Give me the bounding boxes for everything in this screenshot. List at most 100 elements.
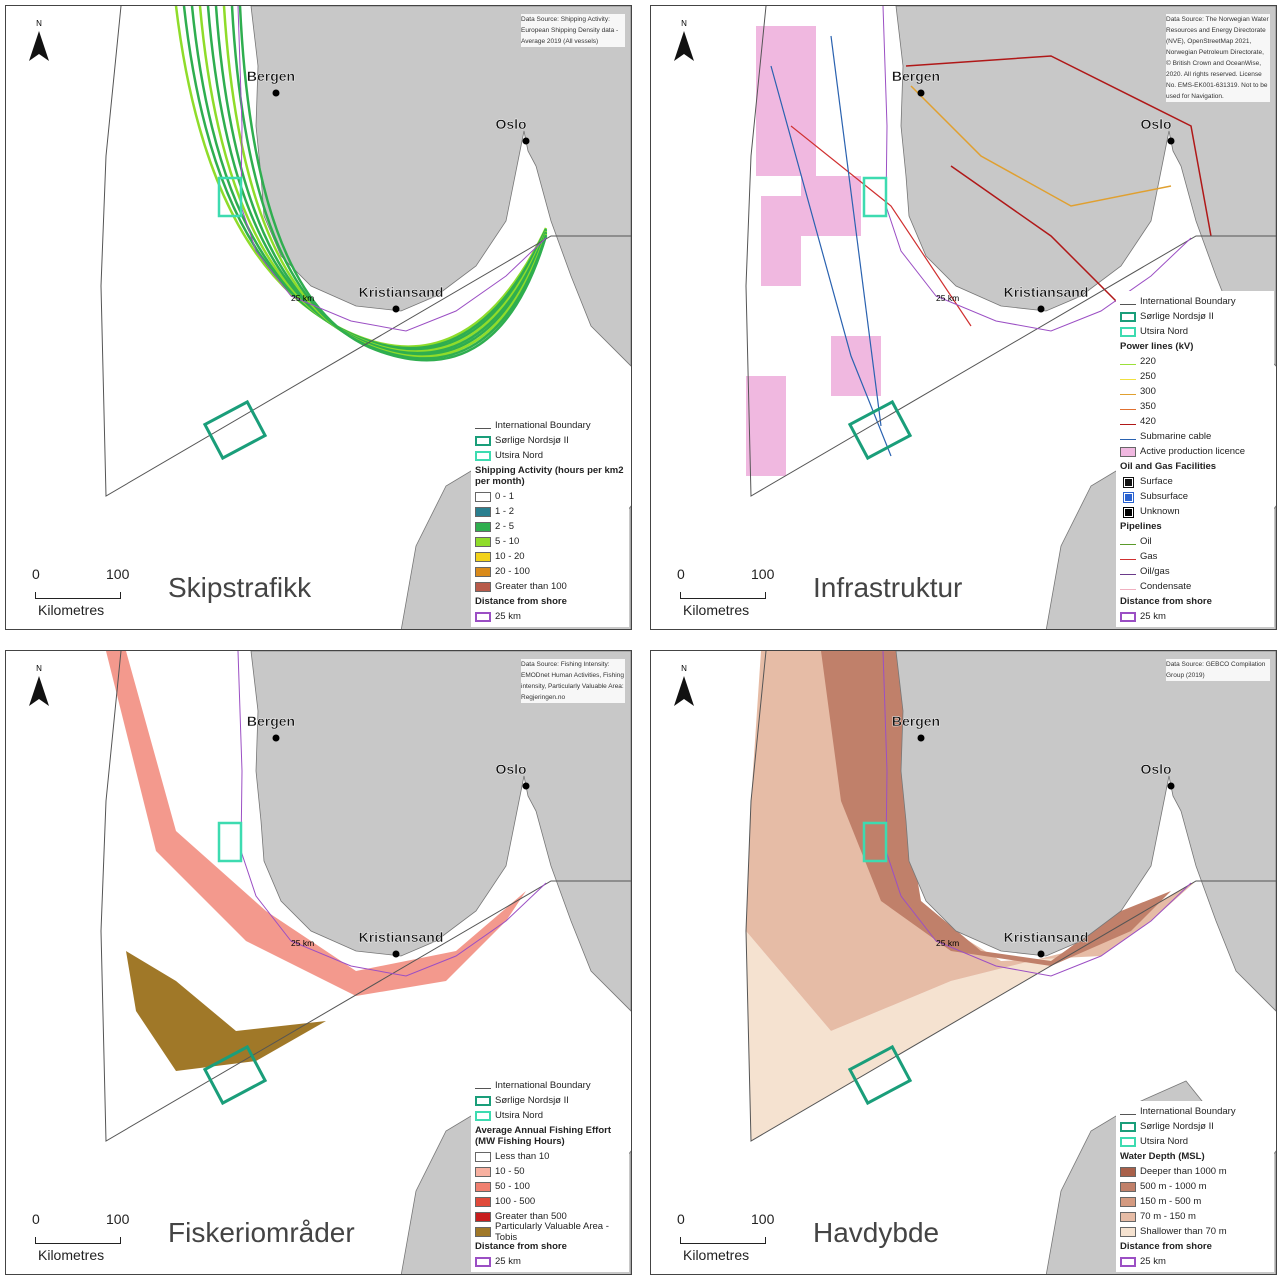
tobis-area	[126, 951, 326, 1071]
legend-label: 350	[1140, 401, 1156, 412]
legend-label: 5 - 10	[495, 536, 519, 547]
city-dot	[523, 783, 530, 790]
north-label: N	[681, 664, 687, 673]
legend-label: 70 m - 150 m	[1140, 1211, 1196, 1222]
city-label: Kristiansand	[1004, 929, 1089, 945]
legend-item: 500 m - 1000 m	[1120, 1179, 1270, 1194]
legend-symbol	[475, 436, 491, 446]
city-label: Oslo	[1140, 761, 1171, 777]
legend-item: Unknown	[1120, 504, 1270, 519]
legend-label: Utsira Nord	[1140, 326, 1188, 337]
city-label: Kristiansand	[1004, 284, 1089, 300]
city-label: Kristiansand	[359, 284, 444, 300]
legend-item: 350	[1120, 399, 1270, 414]
legend-symbol	[475, 522, 491, 532]
legend-heading: Distance from shore	[475, 1241, 625, 1252]
scale-line	[680, 1237, 766, 1244]
legend-label: 0 - 1	[495, 491, 514, 502]
data-source: Data Source: The Norwegian Water Resourc…	[1166, 14, 1270, 102]
legend-label: International Boundary	[1140, 1106, 1236, 1117]
legend-label: Deeper than 1000 m	[1140, 1166, 1227, 1177]
scale-unit: Kilometres	[38, 602, 104, 618]
legend-item: International Boundary	[475, 418, 625, 433]
legend-item: International Boundary	[1120, 294, 1270, 309]
legend-label: Oil/gas	[1140, 566, 1170, 577]
legend-item: 220	[1120, 354, 1270, 369]
legend-symbol	[475, 1111, 491, 1121]
licence-area	[756, 26, 816, 176]
legend-label: 300	[1140, 386, 1156, 397]
city-dot	[918, 90, 925, 97]
legend-label: Utsira Nord	[1140, 1136, 1188, 1147]
legend-symbol	[1120, 419, 1136, 425]
scale-zero: 0	[677, 1211, 685, 1227]
scale-end: 100	[751, 566, 774, 582]
legend-item: Utsira Nord	[1120, 324, 1270, 339]
legend: International BoundarySørlige Nordsjø II…	[1116, 291, 1274, 627]
legend-heading: Distance from shore	[1120, 596, 1270, 607]
panel-title: Infrastruktur	[813, 572, 962, 604]
legend-label: 50 - 100	[495, 1181, 530, 1192]
legend-label: 150 m - 500 m	[1140, 1196, 1201, 1207]
legend-label: Utsira Nord	[495, 1110, 543, 1121]
legend-label: 25 km	[495, 1256, 521, 1267]
legend-item: Subsurface	[1120, 489, 1270, 504]
panel-title: Havdybde	[813, 1217, 939, 1249]
legend-symbol	[475, 582, 491, 592]
north-arrow	[29, 31, 49, 61]
data-source: Data Source: Shipping Activity: European…	[521, 14, 625, 47]
legend-symbol	[1120, 1167, 1136, 1177]
legend-item: 100 - 500	[475, 1194, 625, 1209]
legend-symbol	[475, 492, 491, 502]
legend: International BoundarySørlige Nordsjø II…	[471, 1075, 629, 1272]
legend-item: 25 km	[1120, 609, 1270, 624]
legend-symbol	[475, 537, 491, 547]
land	[251, 6, 631, 366]
legend-item: 250	[1120, 369, 1270, 384]
legend-item: 300	[1120, 384, 1270, 399]
legend-symbol	[1120, 1257, 1136, 1267]
legend-symbol	[475, 1257, 491, 1267]
legend-label: International Boundary	[495, 1080, 591, 1091]
legend: International Boundary Sørlige Nordsjø II…	[1116, 1101, 1274, 1272]
legend-item: Submarine cable	[1120, 429, 1270, 444]
legend-label: Less than 10	[495, 1151, 549, 1162]
city-label: Bergen	[247, 68, 295, 84]
legend-item: 25 km	[1120, 1254, 1270, 1269]
legend-symbol	[475, 423, 491, 429]
legend-symbol	[475, 1227, 491, 1237]
dot	[1124, 478, 1133, 487]
city-label: Oslo	[495, 761, 526, 777]
city-label: Kristiansand	[359, 929, 444, 945]
scale-zero: 0	[677, 566, 685, 582]
legend-symbol	[1120, 389, 1136, 395]
legend-symbol	[1120, 569, 1136, 575]
legend-label: 10 - 20	[495, 551, 525, 562]
licence-area	[761, 196, 801, 286]
legend-item: Particularly Valuable Area - Tobis	[475, 1224, 625, 1239]
city-dot	[273, 735, 280, 742]
scale-bar: 0100Kilometres	[32, 1209, 142, 1259]
data-source: Data Source: GEBCO Compilation Group (20…	[1166, 659, 1270, 681]
city-dot	[393, 306, 400, 313]
legend-label: 25 km	[1140, 611, 1166, 622]
legend-item: International Boundary	[1120, 1104, 1270, 1119]
legend-symbol	[475, 1096, 491, 1106]
legend-heading: Shipping Activity (hours per km2 per mon…	[475, 465, 625, 487]
legend-symbol	[475, 1212, 491, 1222]
legend-item: Utsira Nord	[475, 448, 625, 463]
legend-item: Active production licence	[1120, 444, 1270, 459]
north-arrow	[674, 676, 694, 706]
legend-label: Gas	[1140, 551, 1157, 562]
scale-bar: 0100Kilometres	[677, 1209, 787, 1259]
legend-heading: Water Depth (MSL)	[1120, 1151, 1270, 1162]
buffer-label: 25 km	[291, 938, 314, 948]
panel-title: Fiskeriområder	[168, 1217, 355, 1249]
legend-symbol	[1120, 1109, 1136, 1115]
map-panel: NBergenOsloKristiansand25 km0100Kilometr…	[650, 5, 1277, 630]
legend-item: Sørlige Nordsjø II	[1120, 1119, 1270, 1134]
legend-item: 0 - 1	[475, 489, 625, 504]
legend-symbol	[475, 1083, 491, 1089]
legend-heading: Average Annual Fishing Effort (MW Fishin…	[475, 1125, 625, 1147]
